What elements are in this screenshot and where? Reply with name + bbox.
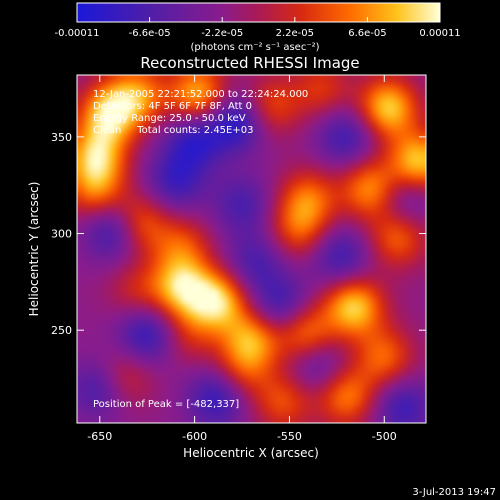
colorbar-ticks: -0.00011 -6.6e-05 -2.2e-05 2.2e-05 6.6e-05 0.… — [55, 17, 461, 39]
x-tick-label: -500 — [372, 430, 397, 443]
x-axis-label: Heliocentric X (arcsec) — [183, 446, 319, 460]
y-axis-label: Heliocentric Y (arcsec) — [27, 182, 41, 317]
colorbar: -0.00011 -6.6e-05 -2.2e-05 2.2e-05 6.6e-05 0.… — [55, 2, 461, 53]
colorbar-unit-label: (photons cm⁻² s⁻¹ asec⁻²) — [190, 42, 319, 53]
x-tick-label: -600 — [182, 430, 207, 443]
colorbar-tick-label: 0.00011 — [419, 28, 460, 39]
chart-title: Reconstructed RHESSI Image — [140, 54, 359, 72]
colorbar-gradient — [76, 2, 441, 23]
x-tick-label: -650 — [87, 430, 112, 443]
annotation-detectors: Detectors: 4F 5F 6F 7F 8F, Att 0 — [93, 101, 252, 112]
annotation-time-range: 12-Jan-2005 22:21:52.000 to 22:24:24.000 — [93, 89, 308, 100]
x-tick-label: -550 — [277, 430, 302, 443]
y-axis-ticks: 250 300 350 — [51, 131, 426, 337]
colorbar-tick-label: -2.2e-05 — [201, 28, 243, 39]
annotation-clean-counts: Clean Total counts: 2.45E+03 — [93, 125, 253, 136]
x-axis-ticks: -650 -600 -550 -500 — [87, 75, 397, 443]
colorbar-tick-label: 6.6e-05 — [348, 28, 386, 39]
colorbar-tick-label: 2.2e-05 — [276, 28, 314, 39]
colorbar-tick-label: -0.00011 — [55, 28, 100, 39]
annotation-peak-position: Position of Peak = [-482,337] — [93, 399, 239, 410]
colorbar-tick-label: -6.6e-05 — [129, 28, 171, 39]
y-tick-label: 300 — [51, 228, 72, 241]
y-tick-label: 350 — [51, 131, 72, 144]
y-tick-label: 250 — [51, 324, 72, 337]
plot-frame — [76, 74, 427, 424]
footer-date: 3-Jul-2013 19:47 — [412, 487, 496, 498]
heatmap-image — [77, 75, 426, 423]
heatmap-plot — [76, 74, 427, 424]
annotation-block: 12-Jan-2005 22:21:52.000 to 22:24:24.000… — [93, 89, 308, 410]
annotation-energy-range: Energy Range: 25.0 - 50.0 keV — [93, 113, 246, 124]
